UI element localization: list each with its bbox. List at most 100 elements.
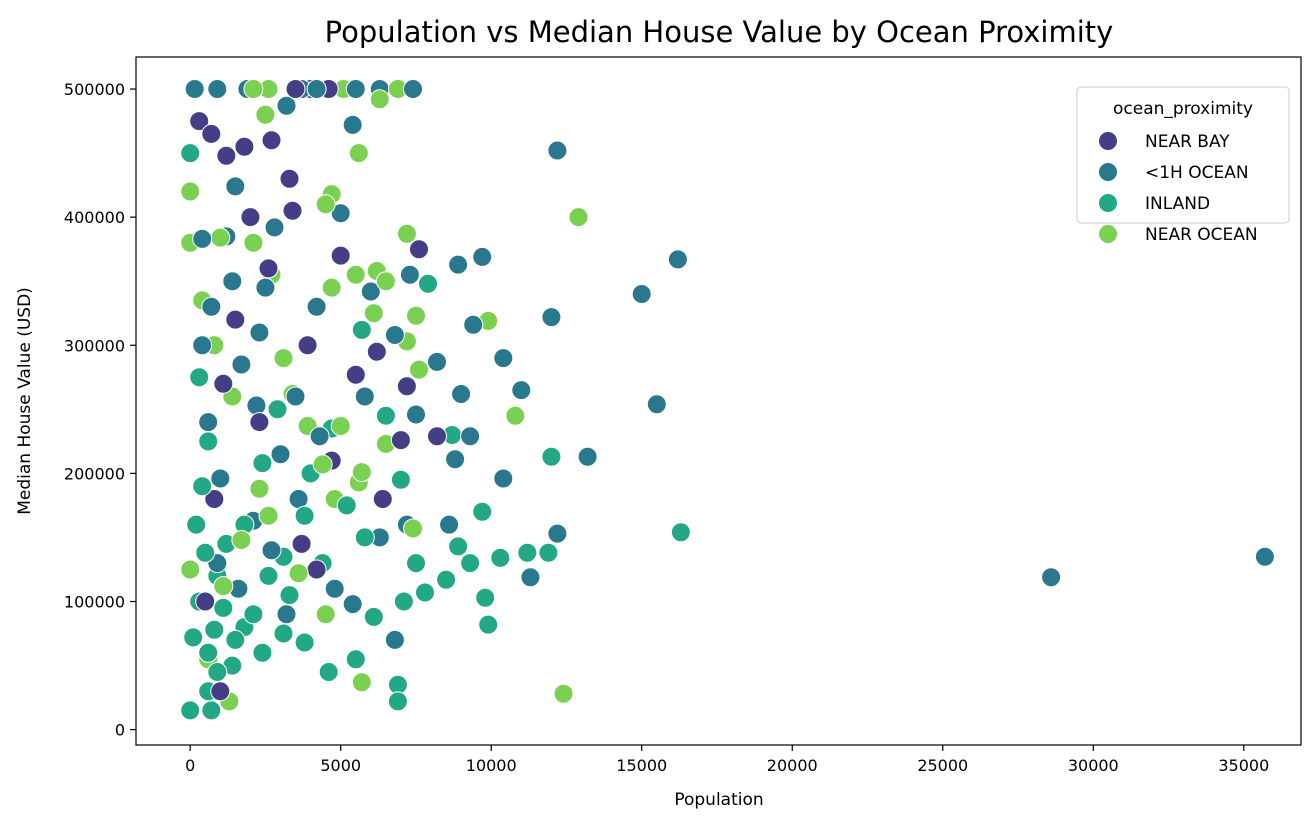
data-point [375,271,396,292]
data-point [180,181,201,202]
data-point [448,536,469,557]
data-point [375,405,396,426]
data-point [306,296,327,317]
data-point [189,111,210,132]
data-point [315,604,336,625]
data-point [460,553,481,574]
data-point [406,305,426,326]
x-tick-label: 5000 [320,756,361,775]
x-tick-label: 15000 [616,756,667,775]
data-point [363,606,384,627]
legend-label: <1H OCEAN [1145,163,1249,183]
data-point [463,314,484,335]
data-point [415,582,435,603]
y-axis: 0 100000 200000 300000 400000 500000 [64,80,136,740]
data-point [351,462,372,483]
x-tick-label: 20000 [767,756,818,775]
data-point [306,559,327,580]
data-point [276,604,297,625]
data-point [312,454,333,475]
data-point [427,351,447,372]
data-point [631,284,652,304]
data-point [198,642,219,663]
data-point [258,505,279,526]
data-point [264,217,285,238]
data-point [330,416,351,436]
legend-entry: <1H OCEAN [1098,162,1249,183]
data-point [249,478,270,499]
legend-entry: NEAR BAY [1098,131,1230,152]
legend-title: ocean_proximity [1113,99,1253,119]
data-point [255,104,276,125]
data-point [315,194,336,215]
data-point [243,232,264,253]
data-point [276,95,297,116]
data-point [396,376,417,397]
data-point [273,623,294,644]
data-point [342,114,363,135]
data-point [490,547,511,568]
data-point [439,514,460,535]
data-point [511,380,532,401]
x-tick-label: 10000 [466,756,517,775]
data-point [201,123,222,144]
data-point [369,89,390,110]
data-point [670,522,691,543]
data-point [478,614,499,635]
data-point [184,79,205,99]
data-point [210,227,231,248]
data-point [192,335,213,356]
data-point [270,444,291,465]
data-point [384,325,405,345]
data-point [403,79,423,99]
data-point [541,446,562,467]
data-point [366,341,387,362]
data-point [445,449,466,470]
data-point [309,426,330,447]
data-point [198,431,219,452]
x-tick-label: 35000 [1218,756,1269,775]
data-point [213,373,234,394]
points-layer [180,79,1275,721]
data-point [294,632,315,653]
data-point [246,395,267,416]
data-point [390,469,411,490]
data-point [261,130,282,151]
data-point [273,348,294,369]
data-point [180,559,201,580]
data-point [297,335,318,356]
y-tick-label: 0 [115,721,125,740]
data-point [475,587,496,608]
data-point [213,597,234,618]
data-point [505,405,526,426]
data-point [225,176,246,197]
data-point [451,384,472,404]
data-point [207,79,228,99]
data-point [354,527,375,548]
data-point [324,578,345,599]
data-point [345,264,366,285]
data-point [207,662,228,682]
legend-label: NEAR BAY [1145,132,1230,152]
data-point [403,518,423,539]
data-point [1254,546,1275,567]
data-point [204,619,225,640]
data-point [234,136,255,157]
data-point [472,246,493,267]
data-point [568,207,589,228]
data-point [285,79,306,99]
data-point [345,649,366,670]
data-point [201,296,222,317]
data-point [541,307,562,328]
data-point [354,386,375,407]
data-point [399,264,420,285]
data-point [342,594,363,615]
chart-title: Population vs Median House Value by Ocea… [325,15,1114,49]
data-point [360,281,381,302]
data-point [231,354,252,375]
data-point [351,319,372,340]
data-point [249,322,270,343]
data-point [393,591,414,612]
data-point [267,399,288,420]
